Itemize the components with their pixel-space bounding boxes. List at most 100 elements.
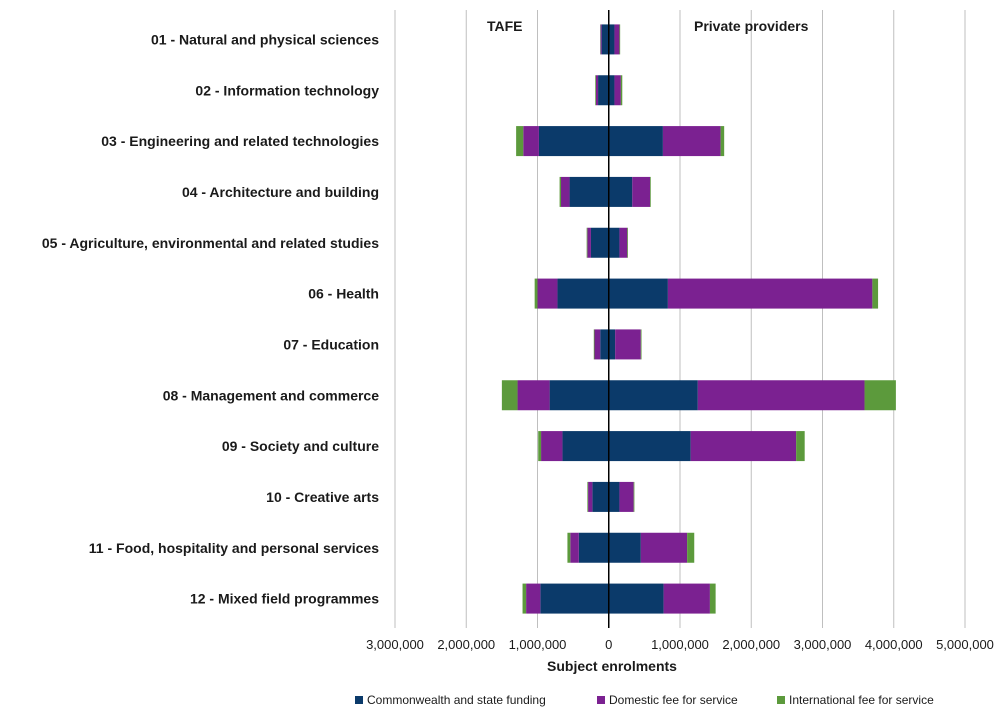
bar-tafe (567, 532, 571, 563)
bar-private (667, 278, 873, 309)
bar-private (709, 583, 716, 614)
legend-label: International fee for service (789, 693, 934, 707)
legend-swatch (777, 696, 785, 704)
category-label: 10 - Creative arts (266, 489, 379, 505)
bar-tafe (537, 278, 558, 309)
bar-private (608, 583, 664, 614)
bar-tafe (522, 583, 527, 614)
legend-swatch (597, 696, 605, 704)
bar-private (662, 126, 721, 157)
bar-tafe (601, 24, 609, 55)
category-label: 07 - Education (283, 336, 379, 352)
bar-tafe (557, 278, 609, 309)
bar-private (608, 481, 620, 512)
bar-private (720, 126, 725, 157)
x-axis-title: Subject enrolments (547, 658, 677, 674)
bar-private (619, 481, 634, 512)
legend: Commonwealth and state funding Domestic f… (355, 693, 934, 707)
bar-private (864, 380, 896, 411)
x-tick-label: 2,000,000 (722, 637, 780, 652)
bar-tafe (600, 329, 609, 360)
bar-private (796, 431, 805, 462)
bar-private (608, 75, 615, 106)
bar-private (608, 329, 616, 360)
bar-tafe (559, 176, 562, 207)
bar-private (619, 24, 621, 55)
bar-private (632, 176, 651, 207)
category-label: 01 - Natural and physical sciences (151, 31, 379, 47)
bar-private (640, 329, 642, 360)
category-label: 12 - Mixed field programmes (190, 591, 379, 607)
category-label: 02 - Information technology (195, 82, 379, 98)
bar-tafe (587, 481, 589, 512)
category-label: 08 - Management and commerce (163, 387, 380, 403)
bars (501, 24, 896, 614)
bar-private (608, 227, 620, 258)
bar-tafe (595, 75, 599, 106)
bar-private (663, 583, 710, 614)
bar-private (615, 329, 641, 360)
category-label: 11 - Food, hospitality and personal serv… (89, 540, 379, 556)
bar-private (608, 126, 663, 157)
bar-tafe (540, 583, 609, 614)
bar-tafe (598, 75, 609, 106)
bar-tafe (588, 481, 593, 512)
bar-private (608, 532, 641, 563)
bar-private (687, 532, 695, 563)
bar-tafe (517, 380, 550, 411)
category-label: 03 - Engineering and related technologie… (101, 133, 379, 149)
x-tick-label: 0 (605, 637, 612, 652)
bar-tafe (592, 481, 609, 512)
x-tick-label: 4,000,000 (865, 637, 923, 652)
bar-tafe (501, 380, 518, 411)
category-label: 09 - Society and culture (222, 438, 379, 454)
bar-tafe (516, 126, 524, 157)
bar-tafe (569, 176, 609, 207)
bar-tafe (586, 227, 588, 258)
bar-tafe (594, 329, 601, 360)
gridlines (394, 10, 966, 628)
bar-private (619, 227, 628, 258)
bar-tafe (534, 278, 538, 309)
bar-private (633, 481, 635, 512)
bar-private (690, 431, 797, 462)
bar-private (614, 75, 621, 106)
category-labels: 01 - Natural and physical sciences 02 - I… (42, 31, 379, 606)
bar-tafe (578, 532, 609, 563)
bar-private (650, 176, 651, 207)
x-tick-label: 3,000,000 (794, 637, 852, 652)
bar-private (608, 176, 633, 207)
x-tick-labels: 3,000,000 2,000,000 1,000,000 0 1,000,000 2,0… (366, 637, 994, 652)
bar-tafe (587, 227, 591, 258)
bar-private (608, 24, 615, 55)
bar-private (608, 278, 668, 309)
bar-tafe (523, 126, 539, 157)
bar-tafe (541, 431, 563, 462)
bar-tafe (538, 126, 609, 157)
bar-private (614, 24, 620, 55)
bar-tafe (549, 380, 609, 411)
bar-tafe (562, 431, 609, 462)
category-label: 04 - Architecture and building (182, 184, 379, 200)
x-tick-label: 2,000,000 (437, 637, 495, 652)
legend-label: Domestic fee for service (609, 693, 738, 707)
bar-tafe (593, 329, 595, 360)
legend-swatch (355, 696, 363, 704)
bar-private (640, 532, 688, 563)
bar-private (608, 431, 691, 462)
x-tick-label: 5,000,000 (936, 637, 994, 652)
category-label: 06 - Health (308, 286, 379, 302)
bar-tafe (590, 227, 609, 258)
bar-tafe (570, 532, 579, 563)
category-label: 05 - Agriculture, environmental and rela… (42, 235, 379, 251)
x-tick-label: 1,000,000 (651, 637, 709, 652)
bar-private (627, 227, 628, 258)
bar-tafe (600, 24, 602, 55)
bar-tafe (538, 431, 542, 462)
bar-private (872, 278, 879, 309)
bar-private (620, 75, 623, 106)
bar-tafe (561, 176, 570, 207)
bar-private (697, 380, 865, 411)
tafe-side-label: TAFE (487, 18, 523, 34)
